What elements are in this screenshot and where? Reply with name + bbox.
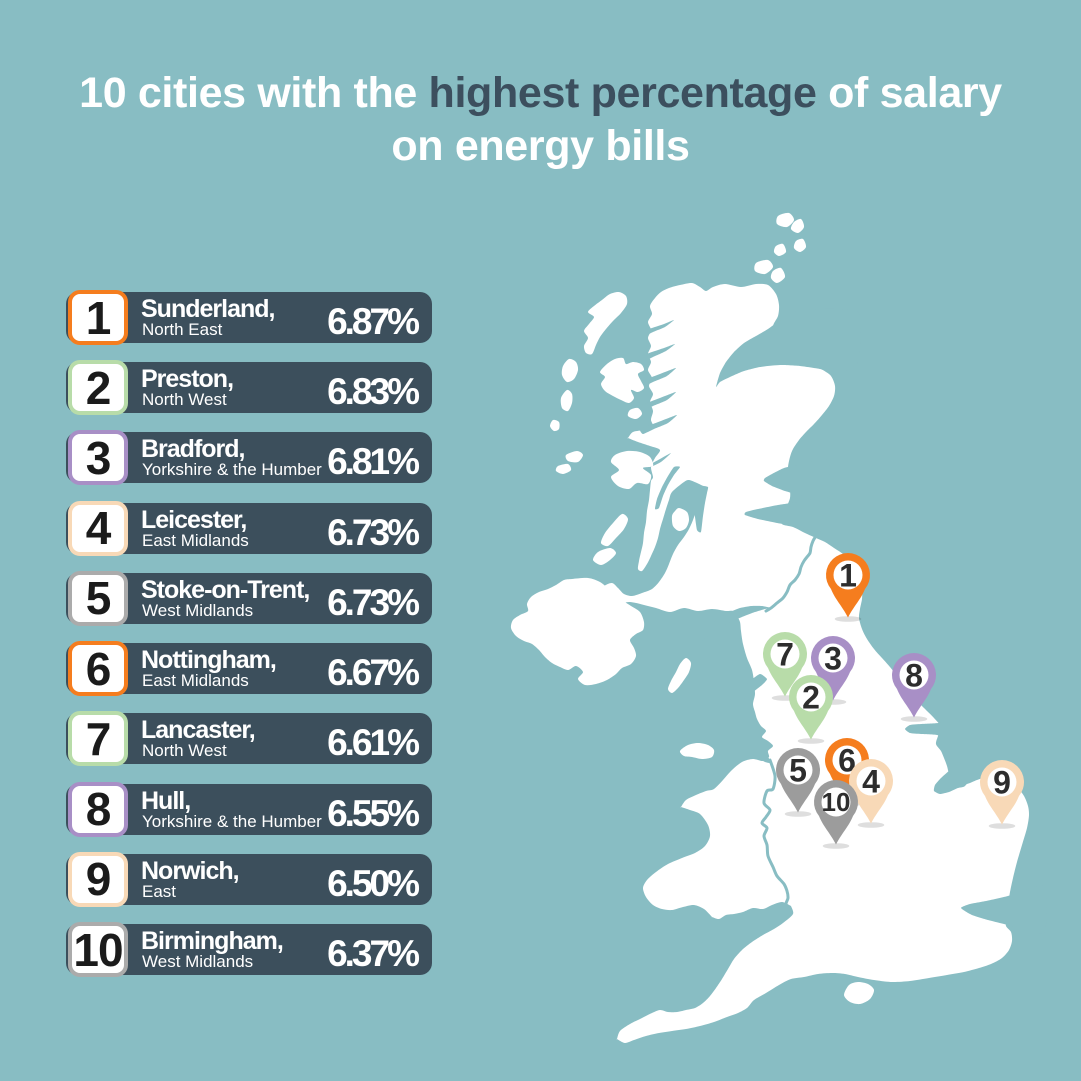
svg-text:5: 5 [789, 752, 807, 788]
svg-text:9: 9 [993, 764, 1011, 800]
svg-text:3: 3 [824, 640, 842, 676]
svg-text:7: 7 [776, 636, 794, 672]
svg-text:2: 2 [802, 679, 820, 715]
svg-text:1: 1 [839, 557, 857, 593]
svg-text:10: 10 [822, 787, 851, 817]
svg-text:8: 8 [905, 657, 923, 693]
svg-text:4: 4 [862, 763, 880, 799]
svg-text:6: 6 [838, 742, 856, 778]
